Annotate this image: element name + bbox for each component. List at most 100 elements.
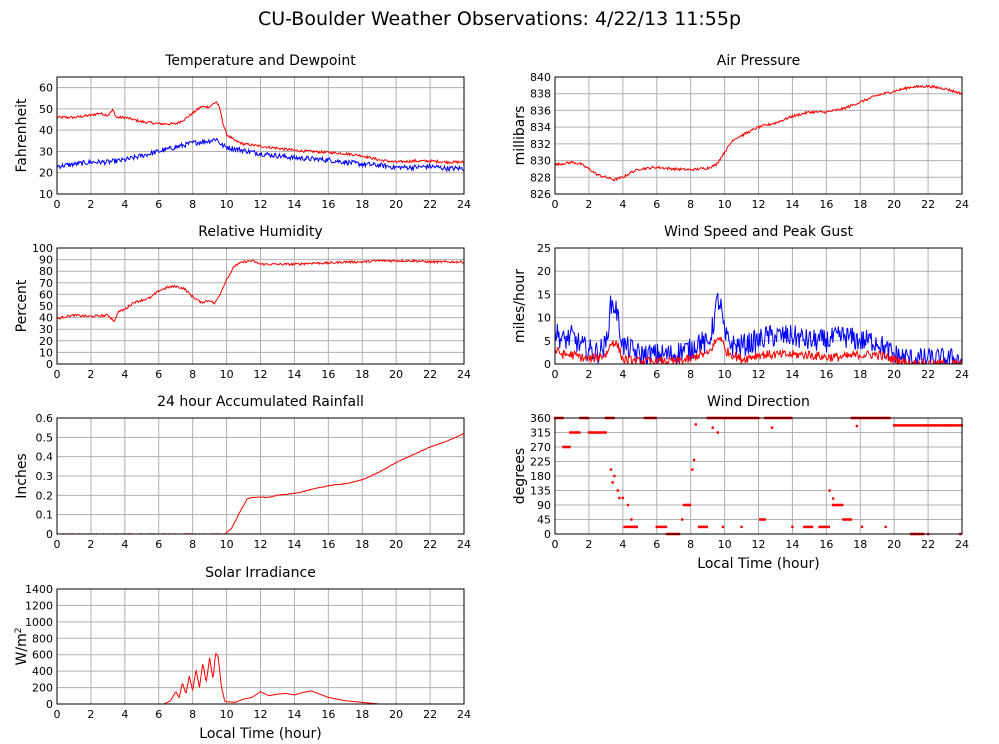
x-tick-label: 2 bbox=[87, 198, 94, 211]
x-tick-label: 8 bbox=[687, 198, 694, 211]
y-tick-label: 80 bbox=[39, 265, 53, 278]
series-line-0 bbox=[555, 84, 962, 182]
x-tick-label: 16 bbox=[321, 708, 335, 721]
x-tick-label: 10 bbox=[718, 538, 732, 551]
scatter-point bbox=[589, 431, 592, 434]
y-tick-label: 832 bbox=[530, 138, 551, 151]
scatter-point bbox=[843, 518, 847, 521]
scatter-point bbox=[721, 525, 725, 529]
x-tick-label: 10 bbox=[220, 198, 234, 211]
y-tick-label: 0 bbox=[46, 698, 53, 711]
x-tick-label: 18 bbox=[853, 538, 867, 551]
scatter-point bbox=[831, 497, 835, 500]
y-tick-label: 834 bbox=[530, 121, 551, 134]
x-tick-label: 4 bbox=[619, 538, 626, 551]
plot-frame bbox=[56, 588, 465, 705]
x-tick-label: 6 bbox=[155, 538, 162, 551]
x-axis-label: Local Time (hour) bbox=[697, 556, 819, 572]
y-tick-label: 60 bbox=[39, 288, 53, 301]
x-tick-label: 6 bbox=[653, 538, 660, 551]
scatter-point bbox=[810, 525, 814, 529]
scatter-point bbox=[624, 525, 628, 529]
x-tick-label: 2 bbox=[87, 708, 94, 721]
x-tick-label: 24 bbox=[457, 708, 471, 721]
scatter-point bbox=[938, 424, 942, 427]
x-tick-label: 20 bbox=[887, 198, 901, 211]
x-tick-label: 0 bbox=[552, 198, 559, 211]
plot-frame bbox=[56, 247, 465, 365]
x-tick-label: 10 bbox=[220, 538, 234, 551]
x-tick-label: 24 bbox=[457, 538, 471, 551]
x-tick-label: 6 bbox=[155, 368, 162, 381]
scatter-point bbox=[635, 525, 638, 529]
y-tick-label: 600 bbox=[32, 649, 53, 662]
scatter-point bbox=[846, 518, 850, 521]
x-tick-label: 8 bbox=[687, 538, 694, 551]
x-tick-label: 22 bbox=[423, 198, 437, 211]
scatter-point bbox=[949, 424, 953, 427]
y-axis-label: W/m2 bbox=[14, 628, 30, 666]
x-tick-label: 18 bbox=[355, 198, 369, 211]
x-tick-label: 20 bbox=[389, 708, 403, 721]
chart-title: Temperature and Dewpoint bbox=[164, 53, 356, 69]
scatter-point bbox=[804, 525, 808, 529]
scatter-point bbox=[758, 518, 762, 521]
x-tick-label: 18 bbox=[355, 368, 369, 381]
scatter-point bbox=[660, 525, 663, 529]
scatter-point bbox=[909, 424, 913, 427]
page-title: CU-Boulder Weather Observations: 4/22/13… bbox=[257, 8, 742, 30]
scatter-point bbox=[818, 525, 821, 529]
x-tick-label: 8 bbox=[189, 368, 196, 381]
scatter-point bbox=[663, 525, 666, 529]
scatter-point bbox=[845, 518, 848, 521]
scatter-point bbox=[839, 503, 842, 507]
scatter-point bbox=[912, 424, 916, 427]
x-tick-label: 4 bbox=[121, 368, 128, 381]
scatter-point bbox=[806, 525, 809, 529]
y-tick-label: 100 bbox=[32, 242, 53, 255]
y-tick-label: 20 bbox=[39, 167, 53, 180]
scatter-point bbox=[604, 431, 607, 434]
x-tick-label: 16 bbox=[321, 368, 335, 381]
y-tick-label: 60 bbox=[39, 82, 53, 95]
plot-frame bbox=[56, 76, 465, 195]
x-tick-label: 20 bbox=[389, 198, 403, 211]
y-tick-label: 90 bbox=[537, 499, 551, 512]
y-tick-label: 0.6 bbox=[36, 412, 54, 425]
x-tick-label: 10 bbox=[718, 368, 732, 381]
scatter-point bbox=[915, 424, 919, 427]
x-tick-label: 12 bbox=[254, 198, 268, 211]
chart-title: Air Pressure bbox=[717, 53, 800, 69]
chart-title: Relative Humidity bbox=[198, 224, 322, 240]
x-tick-label: 8 bbox=[189, 708, 196, 721]
x-tick-label: 0 bbox=[552, 538, 559, 551]
plot-frame bbox=[56, 417, 465, 535]
x-tick-label: 22 bbox=[423, 708, 437, 721]
plot-frame bbox=[554, 76, 963, 195]
scatter-point bbox=[563, 445, 567, 449]
x-tick-label: 4 bbox=[121, 708, 128, 721]
y-tick-label: 826 bbox=[530, 188, 551, 201]
scatter-point bbox=[593, 431, 597, 434]
x-tick-label: 4 bbox=[619, 368, 626, 381]
scatter-point bbox=[833, 503, 836, 507]
y-tick-label: 0 bbox=[544, 358, 551, 371]
y-tick-label: 70 bbox=[39, 277, 53, 290]
scatter-point bbox=[849, 518, 853, 521]
scatter-point bbox=[770, 426, 774, 429]
scatter-point bbox=[627, 525, 631, 529]
x-tick-label: 22 bbox=[423, 368, 437, 381]
scatter-point bbox=[943, 424, 947, 427]
scatter-point bbox=[827, 525, 830, 529]
y-tick-label: 0.4 bbox=[36, 451, 54, 464]
scatter-point bbox=[918, 424, 922, 427]
y-tick-label: 0.1 bbox=[36, 509, 54, 522]
scatter-point bbox=[573, 431, 577, 434]
plot-frame bbox=[554, 247, 963, 365]
x-tick-label: 0 bbox=[54, 368, 61, 381]
y-tick-label: 180 bbox=[530, 470, 551, 483]
x-tick-label: 0 bbox=[54, 538, 61, 551]
x-tick-label: 24 bbox=[457, 198, 471, 211]
scatter-point bbox=[803, 525, 806, 529]
